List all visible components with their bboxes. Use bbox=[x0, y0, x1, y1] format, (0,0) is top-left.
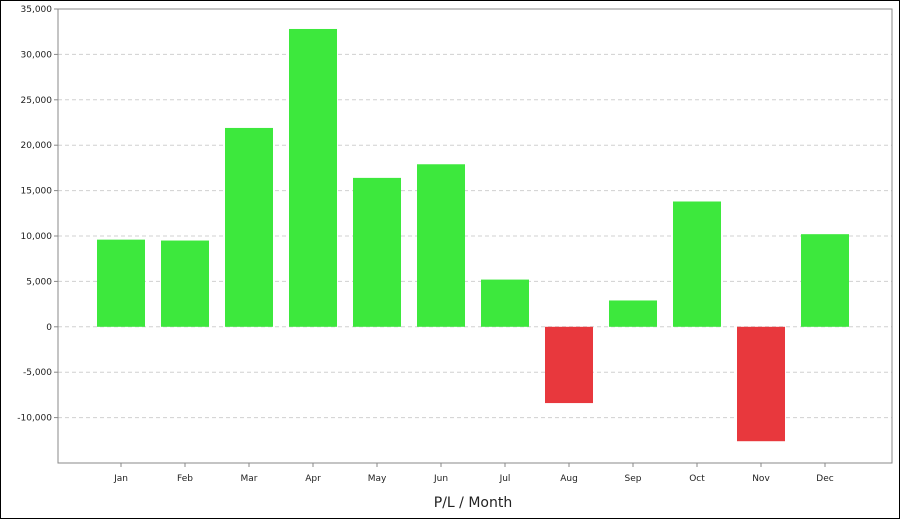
bar-jan bbox=[97, 239, 145, 327]
y-axis-ticks: 35,000 30,000 25,000 20,000 15,000 10,000 5,00… bbox=[17, 5, 58, 424]
y-tick-label: 30,000 bbox=[21, 50, 53, 60]
y-tick-label: 20,000 bbox=[21, 141, 53, 151]
x-tick-label: Jan bbox=[113, 474, 128, 484]
x-tick-label: Apr bbox=[305, 474, 321, 484]
x-tick-label: Jul bbox=[499, 474, 511, 484]
bar-apr bbox=[289, 28, 337, 327]
x-tick-label: Jun bbox=[433, 474, 448, 484]
y-tick-label: -10,000 bbox=[17, 414, 52, 424]
bar-aug bbox=[545, 326, 593, 404]
x-tick-label: Mar bbox=[241, 474, 258, 484]
bar-mar bbox=[225, 127, 273, 327]
x-axis-title: P/L / Month bbox=[434, 495, 512, 511]
x-tick-label: Sep bbox=[625, 474, 642, 484]
y-tick-label: 35,000 bbox=[21, 5, 53, 15]
x-tick-label: May bbox=[368, 474, 387, 484]
bar-nov bbox=[737, 326, 785, 442]
x-axis-ticks: Jan Feb Mar Apr May Jun Jul Aug Sep Oct Nov Dec bbox=[113, 463, 834, 484]
bar-oct bbox=[673, 201, 721, 327]
x-tick-label: Aug bbox=[560, 474, 578, 484]
x-tick-label: Feb bbox=[177, 474, 193, 484]
bar-sep bbox=[609, 300, 657, 327]
y-tick-label: -5,000 bbox=[23, 368, 52, 378]
bar-dec bbox=[801, 234, 849, 327]
y-tick-label: 5,000 bbox=[26, 277, 52, 287]
y-tick-label: 10,000 bbox=[21, 232, 53, 242]
y-tick-label: 0 bbox=[46, 323, 52, 333]
y-tick-label: 15,000 bbox=[21, 187, 53, 197]
bar-feb bbox=[161, 240, 209, 327]
bar-jul bbox=[481, 279, 529, 327]
y-tick-label: 25,000 bbox=[21, 96, 53, 106]
x-tick-label: Oct bbox=[689, 474, 705, 484]
bars-layer bbox=[97, 28, 849, 442]
x-tick-label: Dec bbox=[816, 474, 833, 484]
x-tick-label: Nov bbox=[752, 474, 770, 484]
bar-may bbox=[353, 177, 401, 327]
bar-jun bbox=[417, 164, 465, 327]
